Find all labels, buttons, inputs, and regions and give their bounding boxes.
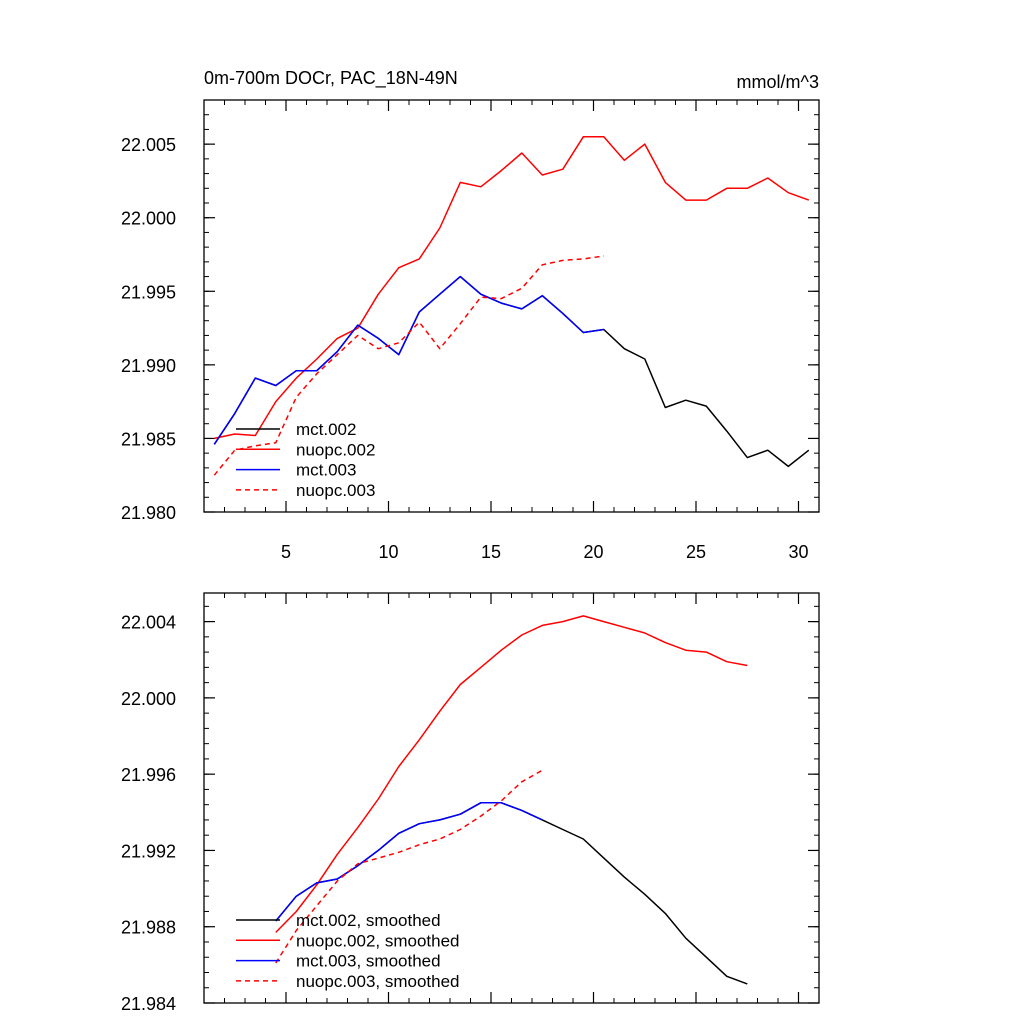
legend-label: nuopc.002, smoothed bbox=[296, 931, 460, 950]
series-line-nuopc-002 bbox=[214, 136, 810, 440]
legend-label: mct.003 bbox=[296, 461, 356, 480]
chart-title: 0m-700m DOCr, PAC_18N-49N bbox=[204, 68, 458, 89]
y-tick-label: 21.990 bbox=[121, 356, 176, 376]
x-tick-label: 20 bbox=[583, 542, 603, 562]
y-tick-label: 22.005 bbox=[121, 135, 176, 155]
y-tick-label: 22.000 bbox=[121, 689, 176, 709]
y-tick-label: 22.004 bbox=[121, 613, 176, 633]
legend-label: mct.002, smoothed bbox=[296, 911, 441, 930]
bottom-panel: 21.984 21.988 21.992 21.996 22.000 22.004 mct.… bbox=[121, 592, 820, 1014]
y-tick-label: 21.992 bbox=[121, 841, 176, 861]
x-tick-label: 15 bbox=[481, 542, 501, 562]
series-line-nuopc-002-smoothed bbox=[275, 615, 748, 933]
series-line-mct-003 bbox=[213, 275, 604, 445]
y-tick-label: 22.000 bbox=[121, 209, 176, 229]
y-tick-label: 21.996 bbox=[121, 765, 176, 785]
x-tick-label: 25 bbox=[686, 542, 706, 562]
legend-label: nuopc.003 bbox=[296, 481, 375, 500]
y-tick-label: 21.984 bbox=[121, 994, 176, 1014]
legend-label: mct.003, smoothed bbox=[296, 952, 441, 971]
y-tick-label: 21.988 bbox=[121, 918, 176, 938]
series-line-mct-003-smoothed bbox=[275, 802, 543, 922]
y-tick-label: 21.985 bbox=[121, 429, 176, 449]
x-tick-label: 5 bbox=[281, 542, 291, 562]
x-tick-label: 30 bbox=[788, 542, 808, 562]
legend-label: mct.002 bbox=[296, 420, 356, 439]
series-line-nuopc-003 bbox=[213, 255, 604, 476]
units-label: mmol/m^3 bbox=[737, 72, 819, 92]
y-tick-label: 21.980 bbox=[121, 503, 176, 523]
legend-label: nuopc.003, smoothed bbox=[296, 972, 460, 991]
legend-label: nuopc.002 bbox=[296, 440, 375, 459]
y-tick-label: 21.995 bbox=[121, 282, 176, 302]
top-panel: 5 10 15 20 25 30 21.980 21.985 21.990 21.995 22.00… bbox=[121, 68, 820, 562]
series-line-nuopc-003-smoothed bbox=[275, 769, 543, 964]
x-tick-label: 10 bbox=[378, 542, 398, 562]
